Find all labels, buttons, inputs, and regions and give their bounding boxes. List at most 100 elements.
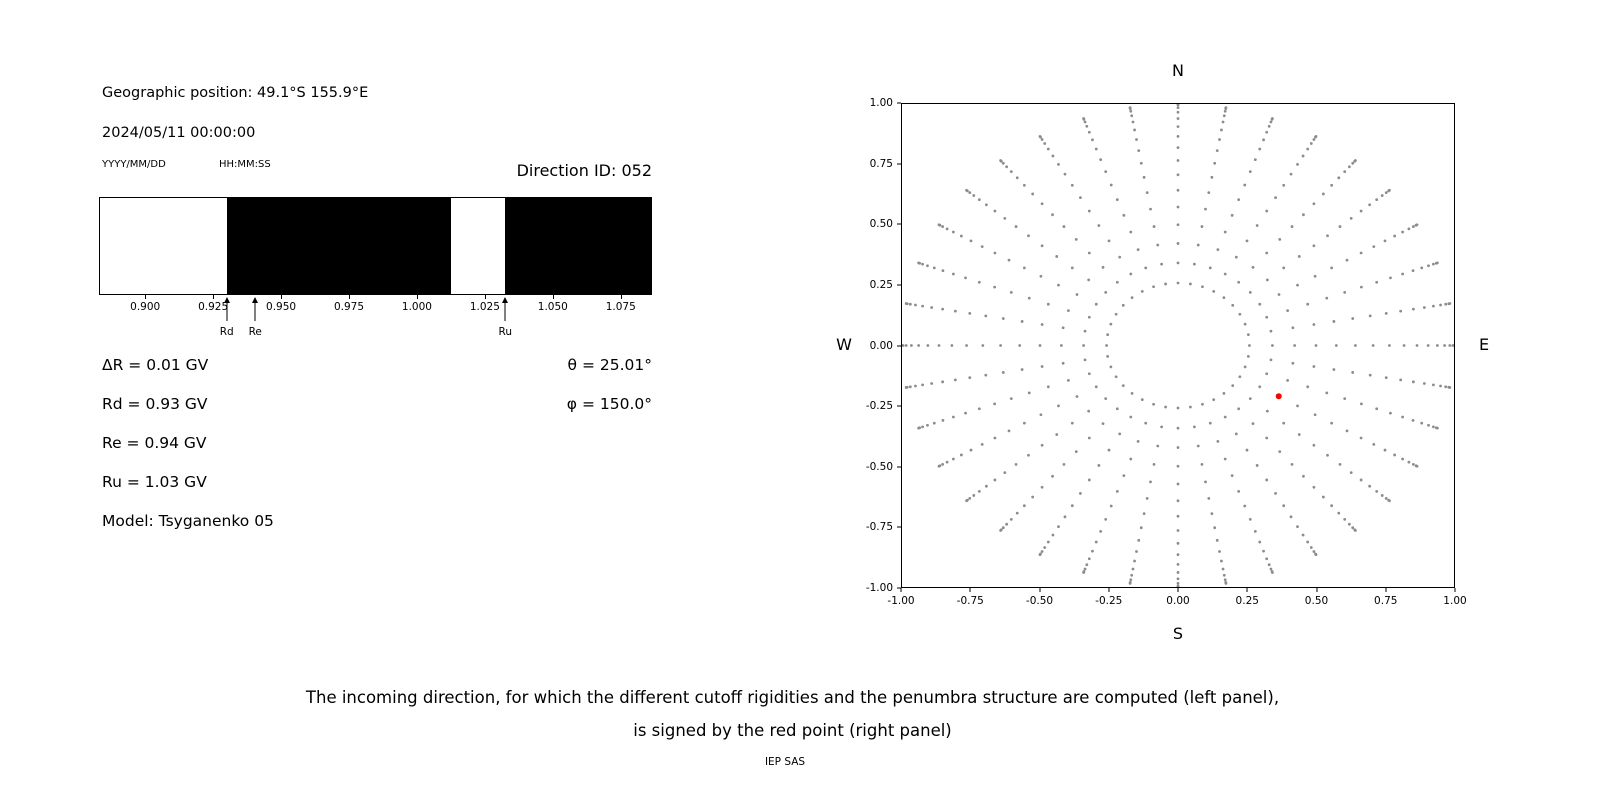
direction-grid-dot bbox=[1269, 358, 1273, 362]
direction-grid-dot bbox=[1222, 573, 1226, 577]
direction-grid-dot bbox=[1140, 398, 1144, 402]
direction-grid-dot bbox=[1426, 344, 1430, 347]
direction-grid-dot bbox=[984, 373, 988, 377]
direction-grid-dot bbox=[1402, 344, 1406, 347]
direction-grid-dot bbox=[1001, 161, 1005, 165]
direction-grid-dot bbox=[1020, 320, 1024, 323]
direction-grid-dot bbox=[1142, 175, 1146, 179]
direction-grid-dot bbox=[1237, 198, 1241, 202]
direction-grid-dot bbox=[1343, 170, 1347, 174]
direction-grid-dot bbox=[1057, 283, 1060, 287]
direction-grid-dot bbox=[1087, 372, 1091, 376]
direction-grid-dot bbox=[1351, 161, 1355, 165]
direction-grid-dot bbox=[1222, 391, 1226, 395]
direction-grid-dot bbox=[1061, 326, 1065, 330]
direction-grid-dot bbox=[1443, 344, 1446, 347]
direction-grid-dot bbox=[1027, 391, 1031, 395]
direction-grid-dot bbox=[1176, 261, 1180, 265]
direction-grid-dot bbox=[1265, 130, 1269, 134]
direction-grid-dot bbox=[1176, 541, 1180, 545]
direction-grid-dot bbox=[1251, 265, 1255, 269]
direction-grid-dot bbox=[1144, 266, 1148, 270]
direction-grid-dot bbox=[1046, 302, 1050, 306]
direction-grid-dot bbox=[951, 272, 955, 276]
direction-grid-dot bbox=[937, 464, 941, 468]
penumbra-tick-label: 0.950 bbox=[266, 301, 297, 313]
direction-grid-dot bbox=[1135, 550, 1138, 553]
direction-grid-dot bbox=[1297, 255, 1301, 258]
direction-grid-dot bbox=[1109, 183, 1113, 187]
direction-grid-dot bbox=[1420, 266, 1424, 270]
direction-grid-dot bbox=[1265, 209, 1269, 213]
direction-grid-dot bbox=[1296, 404, 1299, 408]
y-tick-mark bbox=[897, 163, 901, 165]
direction-grid-dot bbox=[1057, 162, 1060, 166]
direction-grid-dot bbox=[968, 376, 972, 380]
direction-grid-dot bbox=[1359, 209, 1363, 213]
direction-grid-dot bbox=[1313, 413, 1317, 417]
penumbra-x-axis: 0.900 0.925 0.950 0.975 1.000 1.025 1.050 1.075 bbox=[99, 295, 652, 319]
compass-west-label: W bbox=[836, 335, 852, 354]
penumbra-tick-label: 1.050 bbox=[537, 301, 568, 313]
direction-grid-dot bbox=[1351, 526, 1355, 530]
direction-grid-dot bbox=[1325, 391, 1329, 395]
direction-grid-dot bbox=[1216, 440, 1220, 443]
re-arrow-stem bbox=[254, 302, 256, 321]
direction-grid-dot bbox=[1368, 314, 1372, 318]
direction-grid-dot bbox=[1129, 457, 1133, 461]
x-tick-mark bbox=[969, 588, 971, 592]
ru-arrow-label: Ru bbox=[498, 326, 512, 338]
x-tick-mark bbox=[1177, 588, 1179, 592]
credit-label: IEP SAS bbox=[764, 756, 806, 768]
direction-grid-dot bbox=[1087, 409, 1091, 413]
direction-grid-dot bbox=[1375, 407, 1379, 411]
direction-grid-dot bbox=[902, 344, 904, 347]
direction-grid-dot bbox=[1265, 409, 1269, 413]
direction-grid-dot bbox=[1401, 457, 1405, 461]
direction-grid-dot bbox=[1176, 426, 1180, 430]
direction-grid-dot bbox=[926, 423, 929, 427]
direction-grid-dot bbox=[1399, 378, 1403, 382]
direction-grid-dot bbox=[1201, 285, 1204, 289]
direction-grid-dot bbox=[1152, 463, 1156, 466]
direction-grid-dot bbox=[1420, 421, 1424, 425]
direction-grid-dot bbox=[993, 285, 997, 289]
x-tick-label: -1.00 bbox=[887, 595, 915, 607]
direction-grid-dot bbox=[1245, 239, 1249, 243]
direction-grid-dot bbox=[1435, 426, 1439, 430]
direction-grid-dot bbox=[1291, 361, 1295, 365]
direction-grid-dot bbox=[1290, 463, 1294, 466]
direction-grid-dot bbox=[1218, 138, 1221, 141]
direction-grid-dot bbox=[1136, 248, 1140, 251]
direction-grid-dot bbox=[1435, 344, 1439, 347]
x-tick-mark bbox=[900, 588, 902, 592]
direction-grid-dot bbox=[969, 239, 973, 243]
direction-grid-dot bbox=[1115, 280, 1119, 284]
direction-grid-dot bbox=[1208, 266, 1212, 270]
direction-grid-dot bbox=[1359, 402, 1363, 406]
direction-grid-dot bbox=[1139, 161, 1143, 165]
direction-grid-dot bbox=[1359, 251, 1363, 255]
direction-grid-dot bbox=[941, 307, 945, 311]
direction-grid-dot bbox=[937, 223, 941, 227]
direction-grid-dot bbox=[980, 443, 984, 446]
direction-grid-dot bbox=[977, 489, 981, 493]
direction-grid-dot bbox=[1189, 405, 1192, 409]
direction-grid-dot bbox=[1343, 517, 1347, 521]
direction-grid-dot bbox=[1083, 358, 1087, 362]
x-tick-mark bbox=[1385, 588, 1387, 592]
direction-grid-dot bbox=[1131, 120, 1135, 124]
direction-grid-dot bbox=[1343, 291, 1347, 294]
direction-grid-dot bbox=[1196, 243, 1200, 247]
direction-grid-dot bbox=[1176, 134, 1180, 138]
y-tick-mark bbox=[897, 405, 901, 407]
direction-id-label: Direction ID: 052 bbox=[516, 161, 652, 180]
penumbra-tick-mark bbox=[281, 295, 283, 299]
direction-grid-dot bbox=[917, 344, 921, 347]
x-tick-mark bbox=[1316, 588, 1317, 592]
direction-grid-dot bbox=[1115, 198, 1119, 202]
direction-grid-dot bbox=[1059, 344, 1063, 347]
direction-grid-dot bbox=[910, 344, 913, 347]
direction-grid-dot bbox=[1334, 344, 1338, 347]
direction-grid-dot bbox=[1087, 130, 1091, 134]
